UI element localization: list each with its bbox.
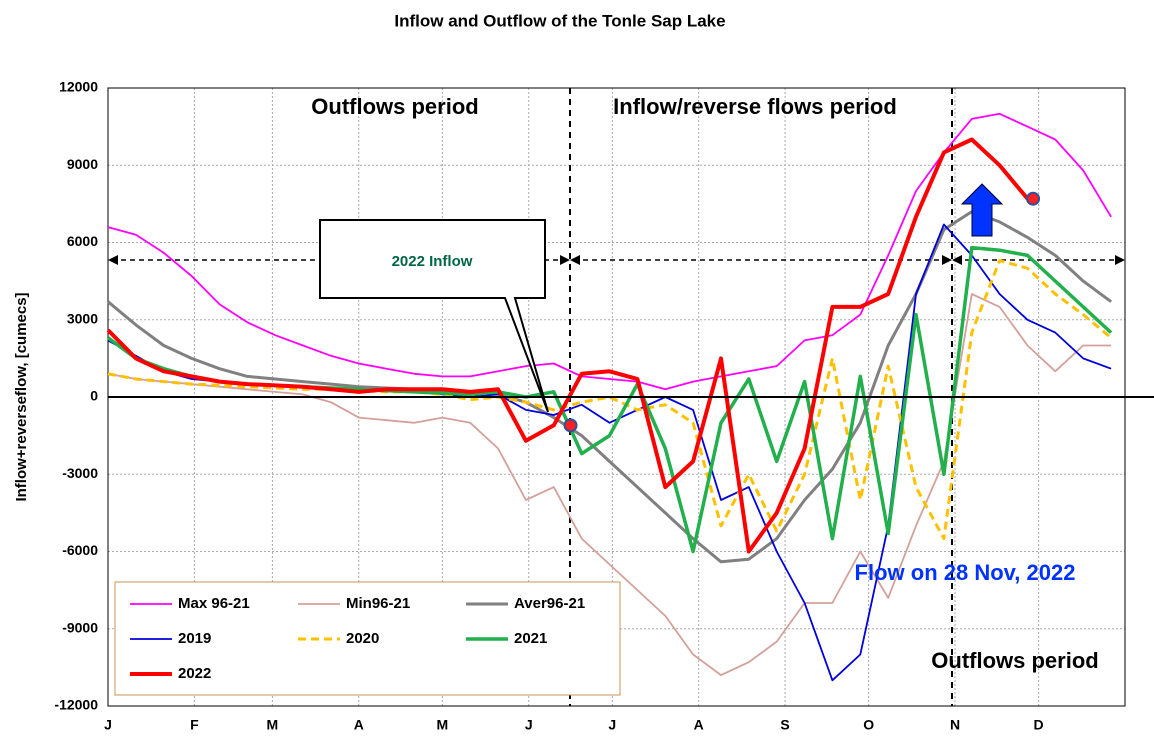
up-arrow xyxy=(960,183,1004,237)
x-tick-label: J xyxy=(104,717,112,733)
legend-label: 2020 xyxy=(346,630,379,647)
x-tick-label: D xyxy=(1034,717,1044,733)
y-tick-label: 9000 xyxy=(67,156,98,172)
chart-title: Inflow and Outflow of the Tonle Sap Lake xyxy=(394,11,725,30)
y-tick-label: -3000 xyxy=(62,465,98,481)
annotation: Outflows period xyxy=(931,648,1098,673)
arrow-heads xyxy=(108,255,1125,265)
annotation: Flow on 28 Nov, 2022 xyxy=(855,560,1076,585)
y-tick-label: 0 xyxy=(90,388,98,404)
x-tick-label: F xyxy=(190,717,199,733)
annotation: Inflow/reverse flows period xyxy=(613,94,897,119)
y-tick-label: 12000 xyxy=(59,79,98,95)
series-line xyxy=(107,259,1113,541)
x-tick-label: M xyxy=(267,717,279,733)
series-line xyxy=(106,245,1113,554)
callout xyxy=(319,219,549,413)
y-tick-label: 3000 xyxy=(67,310,98,326)
x-tick-label: S xyxy=(780,717,789,733)
series-line xyxy=(107,210,1112,564)
y-tick-label: -12000 xyxy=(54,697,98,713)
legend xyxy=(114,581,621,696)
highlight-point xyxy=(563,418,578,433)
x-tick-label: A xyxy=(694,717,704,733)
x-tick-label: N xyxy=(950,717,960,733)
legend-label: 2019 xyxy=(178,630,211,647)
legend-label: Max 96-21 xyxy=(178,595,250,612)
x-tick-label: A xyxy=(354,717,364,733)
x-tick-label: O xyxy=(863,717,874,733)
annotation: Outflows period xyxy=(311,94,478,119)
y-tick-label: -6000 xyxy=(62,542,98,558)
series-line xyxy=(106,137,1030,554)
y-tick-label: 6000 xyxy=(67,233,98,249)
y-axis-label: Inflow+reverseflow, [cumecs] xyxy=(13,292,30,501)
highlight-point xyxy=(1026,191,1041,206)
x-tick-label: J xyxy=(525,717,533,733)
legend-label: 2022 xyxy=(178,665,211,682)
x-tick-label: M xyxy=(437,717,449,733)
legend-label: Aver96-21 xyxy=(514,595,585,612)
x-tick-label: J xyxy=(608,717,616,733)
legend-label: Min96-21 xyxy=(346,595,410,612)
annotation: 2022 Inflow xyxy=(392,253,473,270)
legend-label: 2021 xyxy=(514,630,547,647)
y-tick-label: -9000 xyxy=(62,619,98,635)
